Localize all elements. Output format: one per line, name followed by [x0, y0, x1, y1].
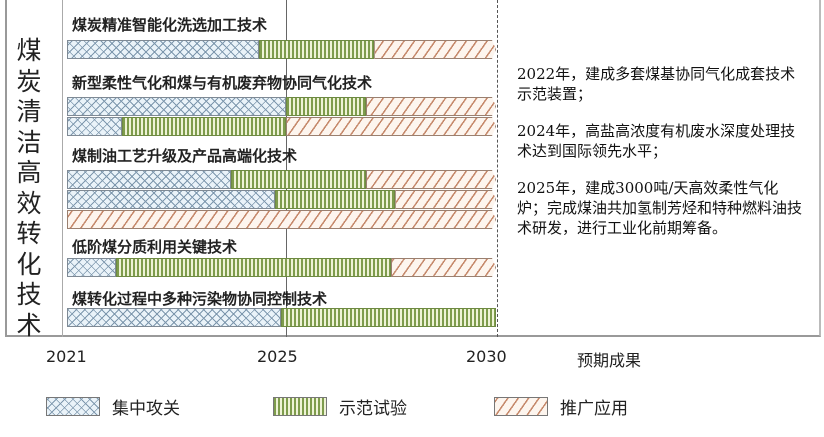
legend-label: 示范试验: [339, 398, 407, 419]
bar-segment-focus: [67, 117, 122, 136]
bar-segment-promo: [366, 170, 496, 189]
bar-segment-promo: [374, 40, 496, 59]
legend-item-demo: 示范试验: [273, 395, 407, 419]
bar-segment-focus: [67, 97, 286, 116]
task-bar: [0, 117, 500, 136]
legend-swatch: [46, 396, 100, 416]
bar-segment-focus: [67, 190, 276, 209]
tick-label: 2025: [257, 347, 298, 366]
tick-label: 2021: [46, 347, 87, 366]
bar-segment-demo: [258, 40, 375, 59]
bar-segment-focus: [67, 40, 259, 59]
bar-segment-demo: [231, 170, 366, 189]
result-item: 2024年，高盐高浓度有机废水深度处理技术达到国际领先水平；: [517, 122, 796, 160]
task-bar: [0, 308, 500, 327]
task-bar: [0, 258, 500, 277]
expected-results: 2022年，建成多套煤基协同气化成套技术示范装置； 2024年，高盐高浓度有机废…: [517, 64, 807, 255]
bar-segment-demo: [121, 117, 286, 136]
legend-swatch: [273, 396, 327, 416]
legend-item-focus: 集中攻关: [46, 395, 180, 419]
vertical-title: 煤炭清洁高效转化技术: [16, 36, 42, 340]
legend-item-promo: 推广应用: [494, 395, 628, 419]
bar-segment-demo: [275, 190, 396, 209]
bar-segment-promo: [67, 210, 496, 229]
gridline-2025: [286, 0, 287, 337]
bar-segment-focus: [67, 258, 117, 277]
results-header: 预期成果: [577, 351, 642, 370]
gridline-2030: [497, 0, 498, 337]
bar-segment-focus: [67, 170, 232, 189]
bar-segment-promo: [366, 97, 496, 116]
task-bar: [0, 170, 500, 189]
task-label: 煤制油工艺升级及产品高端化技术: [72, 147, 298, 165]
task-bar: [0, 97, 500, 116]
bar-segment-promo: [286, 117, 496, 136]
task-label: 煤转化过程中多种污染物协同控制技术: [72, 290, 328, 308]
chart-frame: [5, 0, 821, 337]
legend-swatch: [494, 396, 548, 416]
task-label: 低阶煤分质利用关键技术: [72, 238, 238, 256]
legend-label: 推广应用: [560, 398, 628, 419]
bar-segment-demo: [280, 308, 496, 327]
bar-segment-promo: [391, 258, 496, 277]
task-label: 新型柔性气化和煤与有机废弃物协同气化技术: [72, 74, 373, 92]
task-bar: [0, 190, 500, 209]
tick-label: 2030: [466, 347, 507, 366]
bar-segment-focus: [67, 308, 281, 327]
bar-segment-promo: [395, 190, 496, 209]
title-divider: [62, 0, 63, 337]
result-item: 2022年，建成多套煤基协同气化成套技术示范装置；: [517, 65, 796, 103]
result-item: 2025年，建成3000吨/天高效柔性气化炉；完成煤油共加氢制芳烃和特种燃料油技…: [517, 179, 803, 237]
task-label: 煤炭精准智能化洗选加工技术: [72, 16, 268, 34]
task-bar: [0, 40, 500, 59]
task-bar: [0, 210, 500, 229]
bar-segment-demo: [286, 97, 366, 116]
bar-segment-demo: [116, 258, 391, 277]
legend-label: 集中攻关: [112, 398, 180, 419]
